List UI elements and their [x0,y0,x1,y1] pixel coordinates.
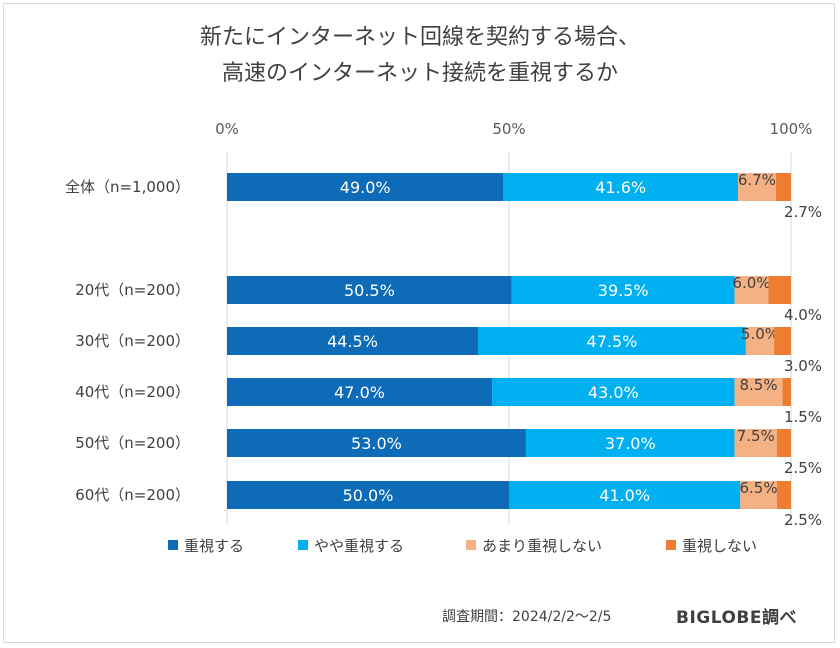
bar-segment [774,327,791,355]
chart-frame [3,3,835,643]
category-label: 20代（n=200） [75,281,190,299]
data-label: 50.0% [343,486,394,505]
data-label: 6.0% [732,274,770,292]
legend-label: 重視しない [682,537,757,555]
bar-segment [776,481,791,509]
legend-label: やや重視する [314,537,404,555]
bar-segment [745,327,775,355]
x-tick-label: 50% [492,120,525,138]
legend-swatch [466,540,476,550]
bar-segment [227,327,478,355]
data-label: 6.7% [738,171,776,189]
data-label: 7.5% [737,427,775,445]
data-label: 6.5% [740,479,778,497]
bar-segment [775,173,791,201]
category-label: 全体（n=1,000） [65,178,190,196]
stacked-bar-chart: 0% 50% 100% 全体（n=1,000） 20代（n=200） 30代（n=200）… [65,120,822,555]
data-label: 5.0% [741,325,779,343]
data-label: 49.0% [340,178,391,197]
data-label: 8.5% [740,376,778,394]
bar-segment [734,276,769,304]
data-label: 2.5% [784,459,822,477]
x-tick-label: 0% [215,120,239,138]
data-label: 4.0% [784,306,822,324]
title-line-2: 高速のインターネット接続を重視するか [221,61,618,86]
bar-segment [227,481,509,509]
bar-segment [492,378,735,406]
bar-segment [734,378,783,406]
data-label: 1.5% [784,408,822,426]
legend-swatch [298,540,308,550]
legend-label: 重視する [184,537,244,555]
bar-segment [525,429,735,457]
bar-segment [511,276,735,304]
bar-segment [782,378,791,406]
data-label: 39.5% [598,281,649,300]
category-label: 30代（n=200） [75,332,190,350]
x-tick-label: 100% [770,120,813,138]
bar-segment [227,429,526,457]
bar-segment [737,173,776,201]
data-label: 44.5% [327,332,378,351]
bar-segment [740,481,777,509]
bar-segment [768,276,791,304]
data-label: 53.0% [351,434,402,453]
survey-period: 調査期間：2024/2/2〜2/5 [442,609,612,625]
bar-segment [227,276,512,304]
bar-segment [776,429,791,457]
bar-segment [227,378,493,406]
data-label: 43.0% [588,383,639,402]
data-label: 50.5% [344,281,395,300]
legend-swatch [168,540,178,550]
title-line-1: 新たにインターネット回線を契約する場合、 [199,25,640,50]
category-label: 60代（n=200） [75,486,190,504]
data-label: 3.0% [784,357,822,375]
data-label: 41.6% [595,178,646,197]
bar-segment [509,481,741,509]
bar-segment [227,173,504,201]
category-label: 50代（n=200） [75,434,190,452]
data-label: 2.7% [784,203,822,221]
legend-swatch [666,540,676,550]
chart-title: 新たにインターネット回線を契約する場合、 高速のインターネット接続を重視するか [0,20,840,92]
data-label: 47.0% [334,383,385,402]
legend-label: あまり重視しない [482,537,602,555]
data-label: 37.0% [605,434,656,453]
category-label: 40代（n=200） [75,383,190,401]
bar-segment [477,327,746,355]
source-brand: BIGLOBE調べ [676,608,797,628]
data-label: 2.5% [784,511,822,529]
bar-segment [503,173,738,201]
data-label: 47.5% [587,332,638,351]
data-label: 41.0% [599,486,650,505]
bar-segment [734,429,777,457]
